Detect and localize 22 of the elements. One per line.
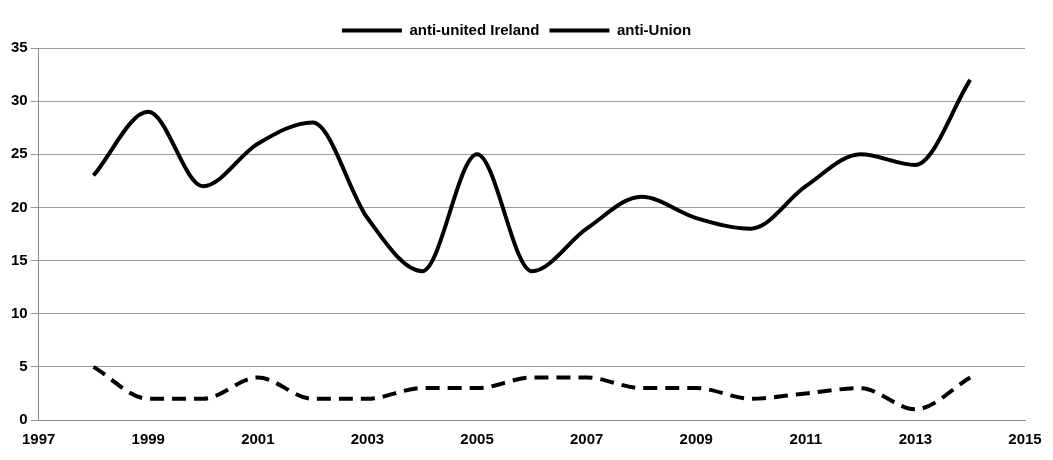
y-tick-label: 35 bbox=[11, 38, 28, 56]
x-tick-label: 2013 bbox=[898, 430, 933, 448]
x-tick-label: 2011 bbox=[789, 430, 823, 448]
line-series bbox=[91, 364, 973, 412]
line-series bbox=[91, 77, 973, 274]
x-tick-label: 2015 bbox=[1008, 430, 1042, 448]
y-tick-label: 10 bbox=[11, 303, 28, 321]
x-tick-label: 1997 bbox=[22, 430, 56, 448]
legend-label: anti-united Ireland bbox=[409, 20, 540, 38]
x-tick-label: 2009 bbox=[679, 430, 713, 448]
legend-label: anti-Union bbox=[616, 20, 692, 38]
y-tick-label: 15 bbox=[11, 250, 28, 268]
y-tick-label: 0 bbox=[19, 410, 28, 428]
y-tick-label: 5 bbox=[19, 357, 28, 374]
x-tick-label: 2007 bbox=[569, 430, 604, 448]
x-tick-label: 1999 bbox=[131, 430, 165, 448]
y-tick-label: 30 bbox=[11, 91, 28, 109]
y-tick-label: 20 bbox=[11, 197, 28, 215]
y-tick-label: 25 bbox=[11, 144, 28, 162]
x-tick-label: 2001 bbox=[241, 430, 275, 448]
x-tick-label: 2003 bbox=[350, 430, 385, 448]
x-tick-label: 2005 bbox=[460, 430, 494, 448]
